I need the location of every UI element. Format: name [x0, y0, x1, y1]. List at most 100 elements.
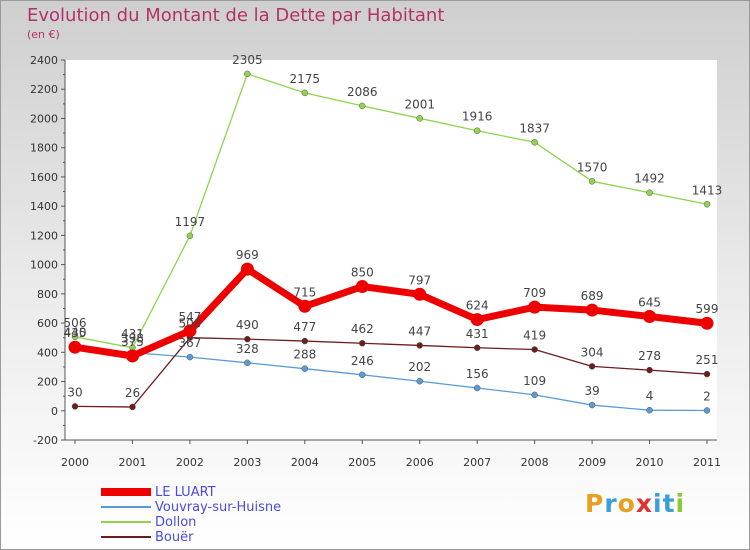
data-point	[588, 401, 596, 409]
logo-letter: x	[635, 489, 653, 518]
data-point	[413, 287, 427, 301]
data-label: 506	[64, 316, 87, 330]
x-tick-label: 2005	[348, 456, 376, 469]
data-point	[355, 280, 369, 294]
data-point	[186, 353, 194, 361]
data-label: 26	[125, 386, 140, 400]
x-tick-label: 2008	[521, 456, 549, 469]
data-label: 850	[351, 266, 374, 280]
legend-label-bouer: Bouër	[155, 530, 194, 545]
data-point	[473, 344, 481, 352]
data-label: 2001	[404, 97, 435, 111]
y-tick-label: 2200	[30, 83, 58, 96]
data-point	[646, 406, 653, 414]
data-label: 1916	[462, 110, 493, 124]
proxiti-logo: Proxiti	[585, 489, 685, 518]
data-point	[186, 232, 194, 240]
y-tick-label: 1000	[30, 259, 58, 272]
x-tick-label: 2004	[291, 456, 319, 469]
data-point	[585, 303, 599, 317]
data-label: 1837	[519, 121, 550, 135]
data-label: 4	[646, 389, 654, 403]
legend-swatch-dollon	[101, 521, 151, 523]
y-tick-label: 1800	[30, 142, 58, 155]
data-point	[240, 262, 254, 276]
chart-title: Evolution du Montant de la Dette par Hab…	[27, 5, 445, 26]
data-label: 39	[584, 384, 599, 398]
series-line	[74, 345, 708, 412]
series-line	[74, 73, 708, 349]
y-tick-label: 2400	[30, 54, 58, 67]
x-tick-label: 2011	[693, 456, 721, 469]
data-label: 2086	[347, 85, 378, 99]
data-point	[244, 359, 251, 367]
legend-swatch-vouvray	[101, 506, 151, 508]
data-label: 797	[408, 273, 431, 287]
data-point	[646, 189, 653, 196]
series-line	[74, 337, 708, 408]
data-label: 1197	[175, 215, 206, 229]
x-tick-label: 2007	[463, 456, 491, 469]
legend-label-dollon: Dollon	[155, 515, 197, 530]
data-point	[301, 89, 309, 97]
data-point	[359, 339, 366, 347]
data-label: 202	[408, 360, 431, 374]
x-tick-label: 2003	[233, 456, 261, 469]
data-label: 419	[523, 329, 546, 343]
data-label: 375	[121, 335, 144, 349]
x-tick-label: 2001	[118, 456, 146, 469]
data-point	[473, 384, 481, 392]
data-point	[703, 407, 711, 414]
data-label: 624	[466, 299, 489, 313]
data-point	[416, 342, 423, 349]
legend-item-vouvray: Vouvray-sur-Huisne	[101, 500, 341, 515]
data-point	[528, 300, 542, 314]
data-point	[301, 365, 309, 372]
data-point	[301, 337, 309, 345]
plot-area	[65, 60, 717, 440]
data-label: 709	[523, 286, 546, 300]
data-point	[416, 377, 423, 385]
y-tick-label: 0	[51, 405, 58, 418]
logo-letter: r	[604, 489, 618, 518]
logo-letter: t	[662, 489, 676, 518]
data-label: 304	[581, 345, 604, 359]
data-label: 109	[523, 374, 546, 388]
data-point	[531, 391, 538, 399]
data-point	[71, 333, 79, 341]
data-label: 435	[64, 326, 87, 340]
data-point	[473, 127, 481, 134]
data-label: 477	[293, 320, 316, 334]
data-label: 462	[351, 322, 374, 336]
y-tick-label: 1200	[30, 229, 58, 242]
data-point	[416, 115, 423, 122]
data-label: 328	[236, 342, 259, 356]
legend-label-le-luart: LE LUART	[155, 485, 216, 500]
data-label: 30	[67, 385, 82, 399]
data-point	[588, 178, 596, 185]
data-label: 1492	[634, 172, 665, 186]
data-label: 715	[293, 285, 316, 299]
chart-subtitle: (en €)	[27, 28, 60, 41]
data-label: 1570	[577, 160, 608, 174]
y-tick-label: 400	[37, 346, 58, 359]
data-point	[588, 363, 596, 370]
data-label: 447	[408, 324, 431, 338]
data-label: 2175	[290, 72, 321, 86]
data-point	[244, 70, 251, 78]
data-label: 547	[178, 310, 201, 324]
data-label: 2	[703, 389, 711, 403]
data-label: 599	[696, 302, 719, 316]
data-label: 431	[121, 327, 144, 341]
legend-item-le-luart: LE LUART	[101, 485, 341, 500]
data-label: 398	[121, 332, 144, 346]
data-label: 251	[696, 353, 719, 367]
x-tick-label: 2000	[61, 456, 89, 469]
data-label: 156	[466, 367, 489, 381]
data-point	[183, 324, 197, 338]
data-label: 490	[236, 318, 259, 332]
data-point	[359, 102, 366, 110]
data-label: 288	[293, 348, 316, 362]
y-tick-label: 800	[37, 288, 58, 301]
